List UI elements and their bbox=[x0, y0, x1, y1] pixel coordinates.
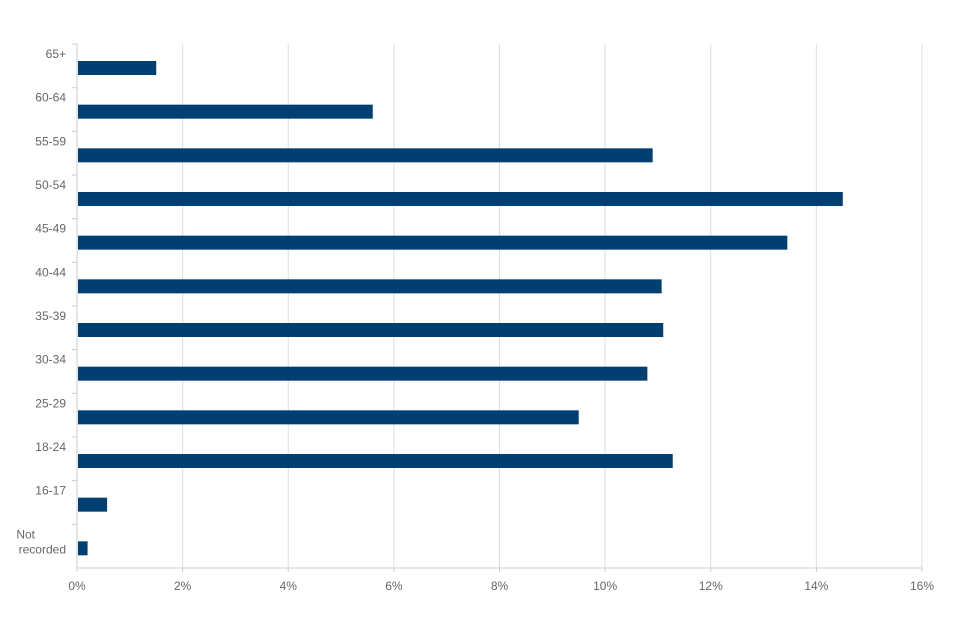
y-category-label: 40-44 bbox=[35, 265, 66, 279]
bar-60-64 bbox=[78, 104, 373, 119]
y-category-label: 25-29 bbox=[35, 396, 66, 410]
bar-16-17 bbox=[78, 497, 108, 512]
bar-65- bbox=[78, 61, 157, 75]
axes bbox=[72, 43, 923, 572]
y-category-label: 50-54 bbox=[35, 178, 66, 192]
bar-40-44 bbox=[78, 279, 662, 294]
bar-55-59 bbox=[78, 148, 653, 163]
bar-18-24 bbox=[78, 454, 673, 468]
bar-50-54 bbox=[78, 192, 843, 206]
y-category-label: 18-24 bbox=[35, 440, 66, 454]
bar-45-49 bbox=[78, 235, 788, 250]
bar-not-recorded bbox=[78, 541, 88, 556]
x-tick-label: 0% bbox=[68, 579, 86, 593]
x-tick-label: 6% bbox=[385, 579, 403, 593]
y-category-label: 60-64 bbox=[35, 91, 66, 105]
x-tick-label: 16% bbox=[910, 579, 934, 593]
x-tick-labels: 0% 2% 4% 6% 8% 10% 12% 14% 16% bbox=[68, 579, 934, 593]
x-tick-label: 10% bbox=[593, 579, 617, 593]
y-category-label: 45-49 bbox=[35, 222, 66, 236]
bar-25-29 bbox=[78, 410, 579, 425]
y-category-label: 16-17 bbox=[35, 484, 66, 498]
y-category-label: 35-39 bbox=[35, 309, 66, 323]
y-category-label: 65+ bbox=[46, 47, 66, 61]
x-tick-label: 2% bbox=[174, 579, 192, 593]
bar-35-39 bbox=[78, 323, 664, 337]
gridlines bbox=[182, 44, 923, 568]
x-tick-label: 8% bbox=[491, 579, 509, 593]
y-category-labels: 65+ 60-64 55-59 50-54 45-49 40-44 35-39 30-34 25… bbox=[16, 47, 66, 556]
y-category-label: Not recorded bbox=[16, 527, 66, 556]
x-tick-label: 4% bbox=[280, 579, 298, 593]
bar-30-34 bbox=[78, 366, 648, 381]
bars bbox=[78, 61, 843, 556]
y-category-label: 55-59 bbox=[35, 134, 66, 148]
y-category-label: 30-34 bbox=[35, 353, 66, 367]
x-tick-label: 12% bbox=[699, 579, 723, 593]
x-tick-label: 14% bbox=[804, 579, 828, 593]
